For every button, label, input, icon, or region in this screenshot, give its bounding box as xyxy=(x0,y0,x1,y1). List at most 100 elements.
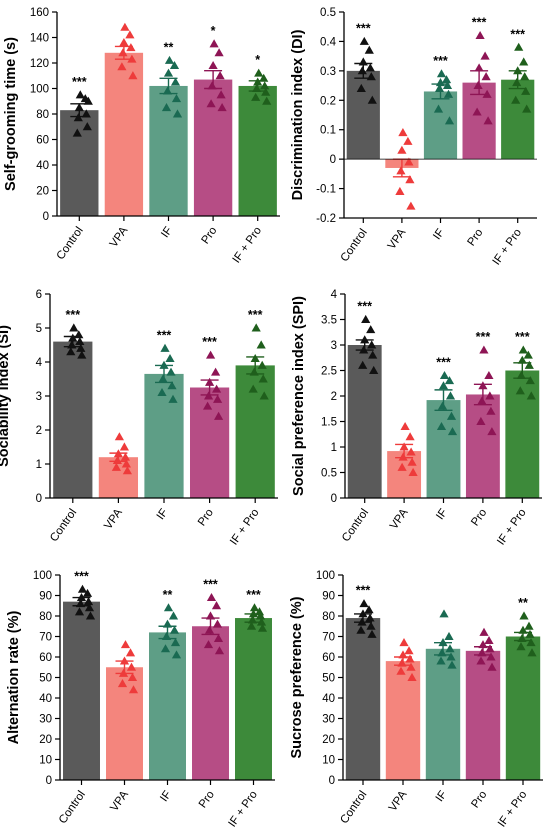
data-point xyxy=(518,625,528,634)
x-tick-label: IF + Pro xyxy=(495,507,528,548)
data-point xyxy=(74,330,84,339)
data-point xyxy=(481,72,491,81)
data-point xyxy=(511,95,521,104)
data-point xyxy=(397,658,407,667)
data-point xyxy=(524,360,534,369)
data-point xyxy=(259,391,269,400)
data-point xyxy=(259,73,269,82)
y-tick-label: 0.3 xyxy=(320,66,336,78)
data-point xyxy=(486,406,496,415)
data-point xyxy=(397,462,407,471)
data-point xyxy=(206,592,217,601)
significance-label: *** xyxy=(472,16,487,30)
data-point xyxy=(117,62,127,71)
y-tick-label: 3.5 xyxy=(321,315,337,327)
data-point xyxy=(204,391,214,400)
data-point xyxy=(214,411,224,420)
data-point xyxy=(357,66,367,75)
data-point xyxy=(170,77,181,86)
data-point xyxy=(111,462,121,471)
data-point xyxy=(84,603,95,612)
data-point xyxy=(484,371,494,380)
data-point xyxy=(247,615,258,624)
data-point xyxy=(161,631,172,640)
y-tick-label: 2 xyxy=(36,425,42,437)
y-tick-label: 60 xyxy=(322,652,335,664)
data-point xyxy=(526,638,536,647)
data-point xyxy=(164,55,175,64)
data-point xyxy=(443,89,454,98)
data-point xyxy=(254,607,265,616)
data-point xyxy=(484,636,494,645)
data-point xyxy=(406,662,416,671)
data-point xyxy=(438,381,449,390)
data-point xyxy=(367,95,377,104)
data-point xyxy=(407,672,417,681)
y-tick-label: -0.2 xyxy=(316,213,336,225)
data-point xyxy=(208,60,218,69)
x-tick-label: Control xyxy=(57,789,88,826)
data-point xyxy=(436,69,447,78)
data-point xyxy=(126,43,136,52)
y-tick-label: 3 xyxy=(331,340,337,352)
y-tick-label: 120 xyxy=(30,58,49,70)
significance-label: *** xyxy=(74,569,89,583)
data-point xyxy=(66,347,76,356)
data-point xyxy=(485,391,495,400)
data-point xyxy=(485,644,495,653)
data-point xyxy=(205,611,216,620)
data-point xyxy=(442,80,453,90)
data-point xyxy=(527,648,537,657)
data-point xyxy=(403,136,413,145)
data-point xyxy=(480,51,490,60)
y-axis-title: Social preference index (SPI) xyxy=(291,296,307,496)
data-point xyxy=(253,77,263,86)
data-point xyxy=(258,374,268,383)
data-point xyxy=(128,685,139,694)
y-tick-label: 90 xyxy=(322,591,335,603)
data-point xyxy=(487,427,497,436)
data-point xyxy=(366,621,376,630)
data-point xyxy=(441,75,452,84)
data-point xyxy=(82,122,92,131)
bar-if xyxy=(149,85,188,216)
x-tick-label: IF xyxy=(434,789,450,804)
data-point xyxy=(85,611,96,620)
data-point xyxy=(405,175,415,184)
significance-label: ** xyxy=(518,596,528,610)
bar-if-plus-pro xyxy=(505,636,541,780)
data-point xyxy=(120,22,130,31)
data-point xyxy=(252,83,262,92)
data-point xyxy=(486,652,496,661)
significance-label: * xyxy=(255,53,260,67)
significance-label: *** xyxy=(510,27,525,41)
y-tick-label: 0.5 xyxy=(321,468,337,480)
x-tick-label: IF + Pro xyxy=(496,789,529,829)
data-point xyxy=(67,340,77,349)
significance-label: ** xyxy=(164,40,174,54)
x-tick-label: Pro xyxy=(199,225,219,247)
data-point xyxy=(113,449,123,458)
x-tick-label: VPA xyxy=(102,507,125,532)
data-point xyxy=(74,607,85,616)
data-point xyxy=(161,103,172,112)
data-point xyxy=(445,391,456,400)
data-point xyxy=(476,656,486,665)
y-tick-label: 1 xyxy=(331,442,337,454)
significance-label: *** xyxy=(246,588,261,602)
data-point xyxy=(82,588,93,597)
y-tick-label: 100 xyxy=(33,570,52,582)
data-point xyxy=(437,648,447,657)
data-point xyxy=(516,642,526,651)
data-point xyxy=(126,662,137,671)
data-point xyxy=(433,104,444,113)
data-point xyxy=(206,350,216,359)
y-tick-label: 1 xyxy=(36,459,42,471)
x-tick-label: IF xyxy=(434,507,450,522)
data-point xyxy=(121,459,131,468)
data-point xyxy=(482,89,492,98)
significance-label: *** xyxy=(72,75,87,89)
data-point xyxy=(447,427,458,436)
data-point xyxy=(167,381,177,390)
data-point xyxy=(406,201,416,210)
